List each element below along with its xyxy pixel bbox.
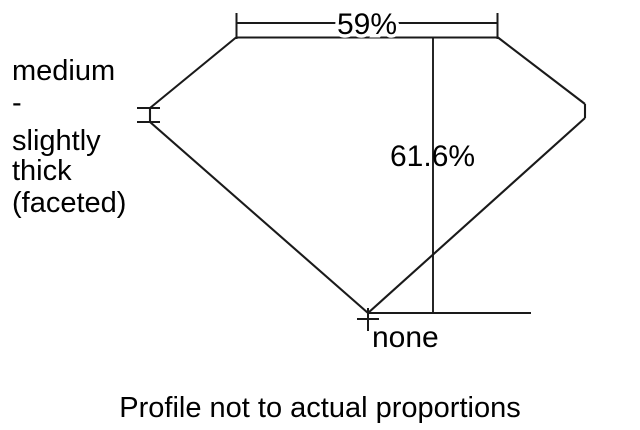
table-percent-label: 59% <box>337 8 397 41</box>
culet-label: none <box>372 321 439 354</box>
girdle-label-line-4: thick <box>12 155 72 187</box>
crown-right-facet-line <box>497 36 586 105</box>
pavilion-right-facet-line <box>367 117 586 314</box>
caption-text: Profile not to actual proportions <box>119 392 520 424</box>
depth-percent-label: 61.6% <box>390 140 475 173</box>
pavilion-left-facet-line <box>149 121 369 314</box>
girdle-label-line-2: - <box>12 87 22 119</box>
girdle-label-line-3: slightly <box>12 125 101 157</box>
table-percent-label-halo: 59% <box>337 8 397 41</box>
girdle-label-line-1: medium <box>12 55 115 87</box>
crown-left-facet-line <box>149 36 237 109</box>
girdle-label-line-5: (faceted) <box>12 187 126 219</box>
